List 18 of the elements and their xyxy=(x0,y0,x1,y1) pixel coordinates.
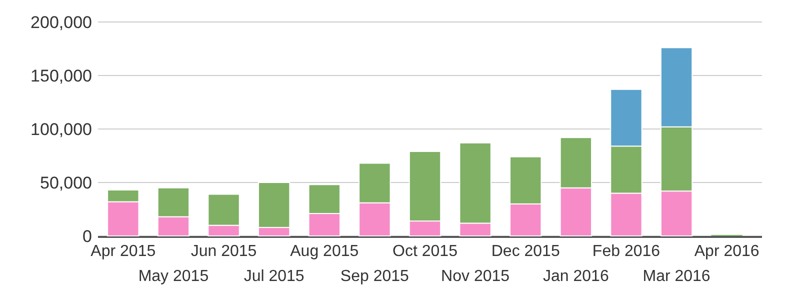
y-tick-label: 50,000 xyxy=(40,173,92,192)
x-tick-label: Apr 2016 xyxy=(694,243,760,260)
x-tick-label: Mar 2016 xyxy=(642,268,710,285)
x-tick-label: Jan 2016 xyxy=(543,268,609,285)
x-tick-label: Dec 2015 xyxy=(491,243,560,260)
y-tick-label: 150,000 xyxy=(30,66,92,86)
x-tick-label: Jul 2015 xyxy=(244,268,304,285)
x-tick-label: Sep 2015 xyxy=(340,268,410,285)
x-tick-label: Nov 2015 xyxy=(441,268,510,285)
x-tick-label: Aug 2015 xyxy=(290,243,359,260)
y-tick-label: 0 xyxy=(82,226,92,246)
y-tick-label: 100,000 xyxy=(30,120,92,139)
x-tick-label: Feb 2016 xyxy=(592,243,660,260)
x-tick-label: Oct 2015 xyxy=(392,243,458,260)
x-tick-label: May 2015 xyxy=(138,268,209,285)
y-tick-label: 200,000 xyxy=(30,12,92,32)
x-tick-label: Apr 2015 xyxy=(90,243,156,260)
x-tick-label: Jun 2015 xyxy=(190,243,257,260)
